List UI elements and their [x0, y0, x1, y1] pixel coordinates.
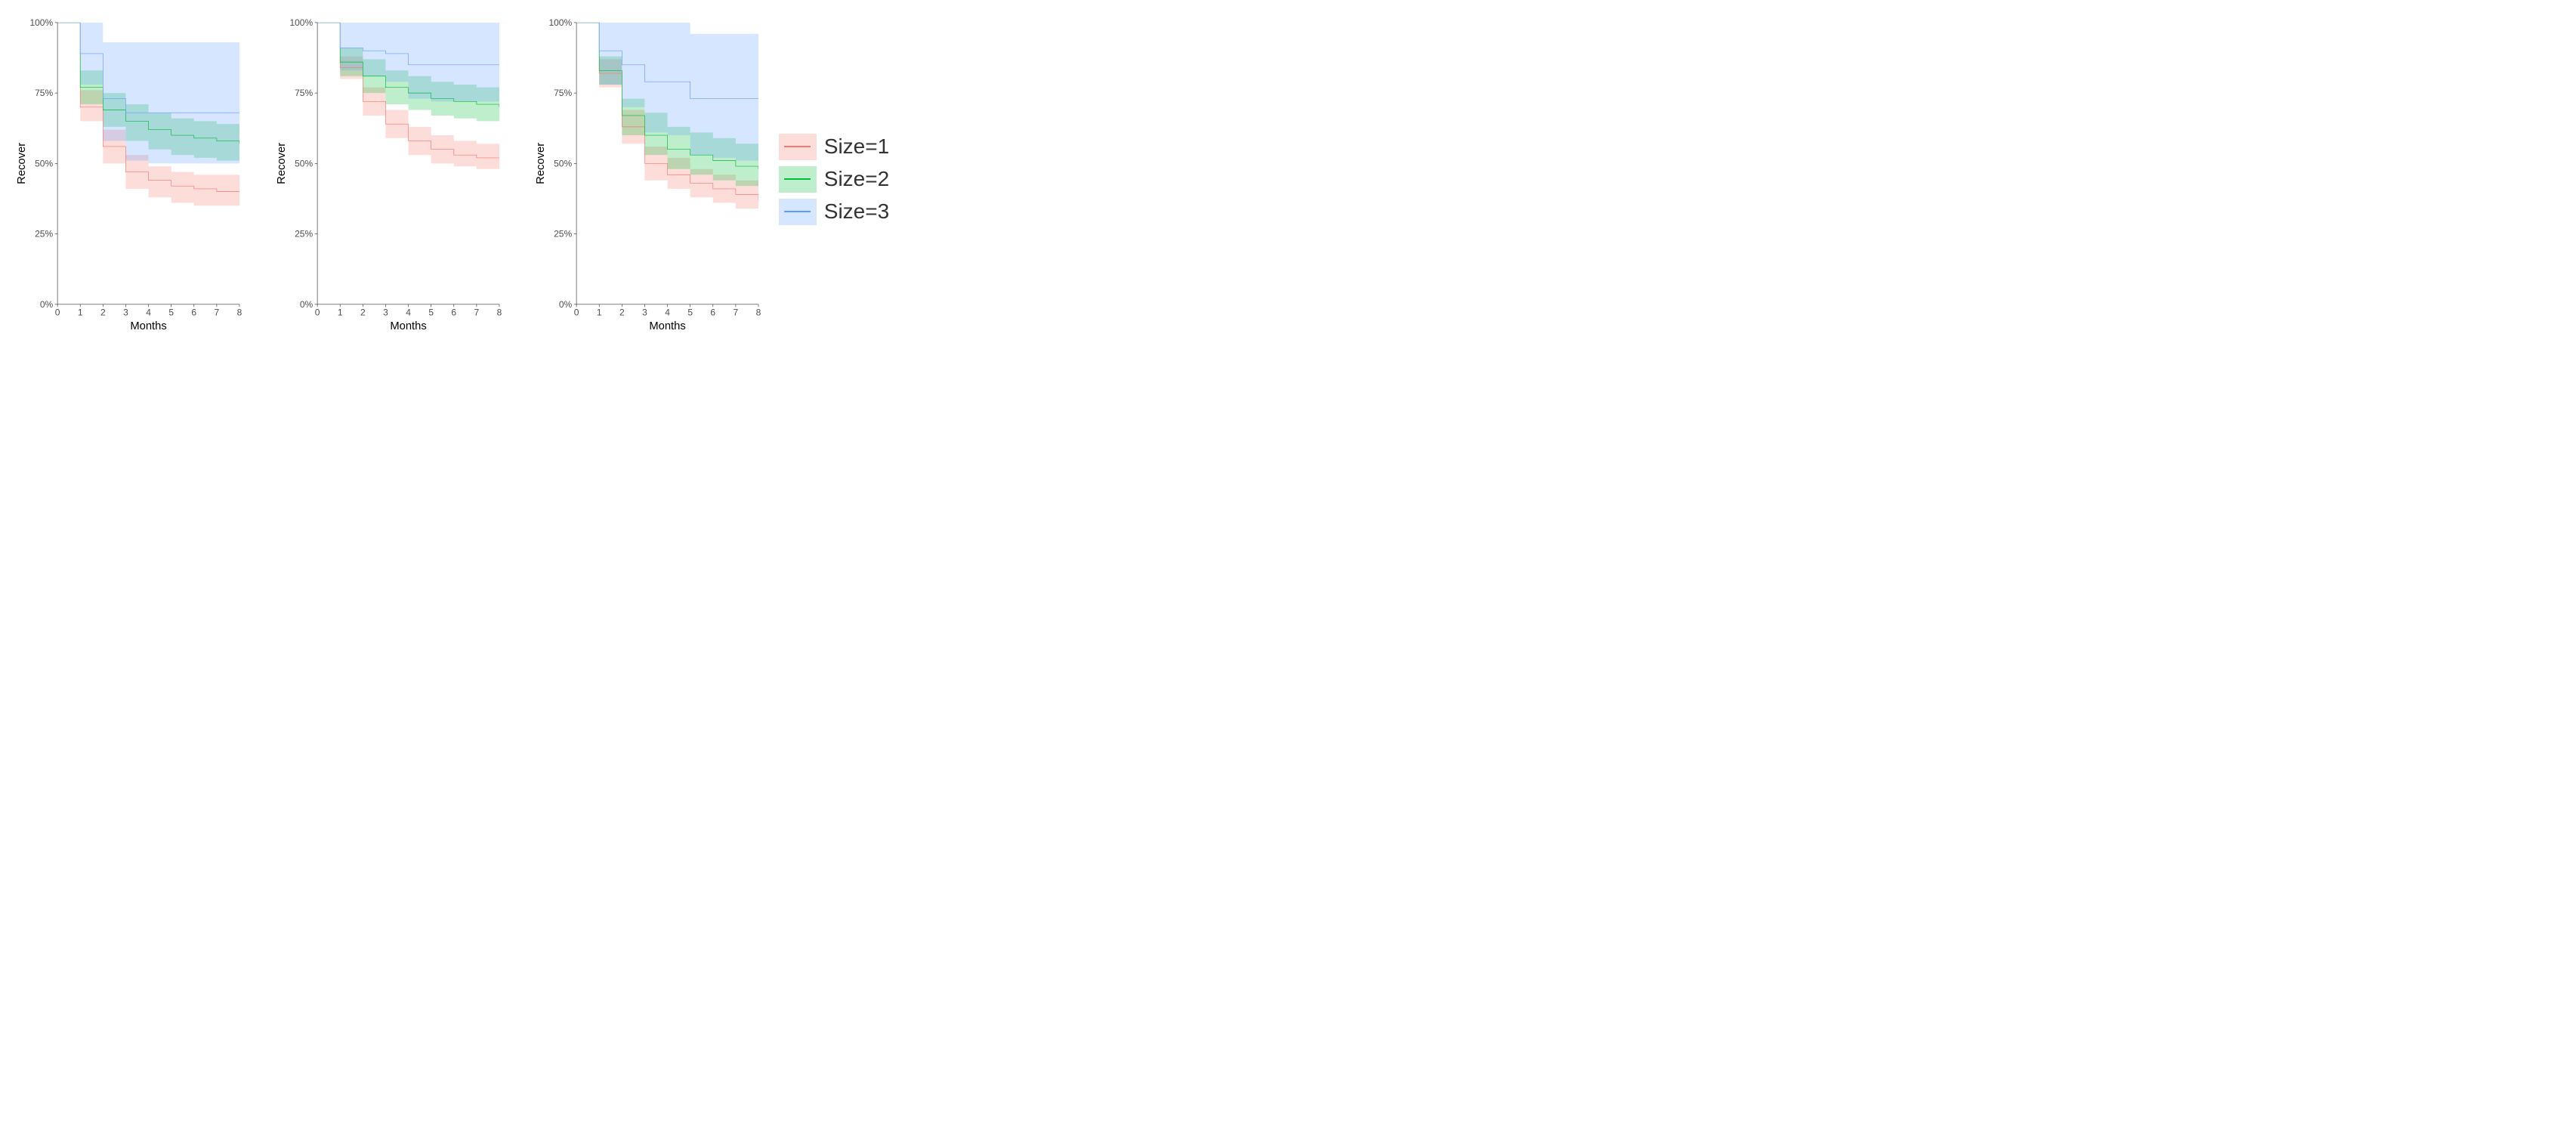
y-tick-label: 0% [299, 299, 313, 310]
x-tick-label: 7 [215, 307, 220, 318]
x-tick-label: 6 [711, 307, 716, 318]
y-tick-label: 50% [554, 158, 572, 168]
x-tick-label: 0 [55, 307, 60, 318]
x-tick-label: 5 [168, 307, 174, 318]
survival-plot: 0 1 2 3 4 5 6 7 8 0% 25% 50% 75% 100% Months Recover [275, 15, 505, 339]
y-axis-label: Recover [535, 143, 547, 184]
y-tick-label: 25% [295, 229, 313, 239]
y-tick-label: 75% [554, 88, 572, 98]
x-tick-label: 7 [734, 307, 739, 318]
x-tick-label: 4 [665, 307, 670, 318]
x-tick-label: 3 [642, 307, 647, 318]
panel-3: 0 1 2 3 4 5 6 7 8 0% 25% 50% 75% 100% Months Recover [534, 15, 764, 343]
x-tick-label: 8 [237, 307, 242, 318]
y-tick-label: 100% [29, 17, 53, 28]
x-tick-label: 7 [474, 307, 479, 318]
x-tick-label: 5 [428, 307, 434, 318]
survival-plot: 0 1 2 3 4 5 6 7 8 0% 25% 50% 75% 100% Months Recover [534, 15, 764, 339]
x-tick-label: 4 [146, 307, 151, 318]
x-tick-label: 2 [360, 307, 366, 318]
legend-item: Size=3 [779, 199, 889, 225]
y-tick-label: 100% [549, 17, 573, 28]
y-tick-label: 25% [554, 229, 572, 239]
y-tick-label: 100% [289, 17, 313, 28]
x-tick-label: 2 [619, 307, 625, 318]
x-tick-label: 1 [337, 307, 342, 318]
x-tick-label: 3 [123, 307, 128, 318]
panel-1: 0 1 2 3 4 5 6 7 8 0% 25% 50% 75% 100% Months Recover [15, 15, 245, 343]
y-tick-label: 50% [35, 158, 53, 168]
x-tick-label: 6 [191, 307, 196, 318]
x-tick-label: 4 [406, 307, 411, 318]
legend: Size=1 Size=2 Size=3 [779, 128, 889, 231]
chart-container: 0123456780%25%50%75%100%MonthsRecover 01… [15, 15, 764, 343]
x-tick-label: 8 [496, 307, 502, 318]
x-tick-label: 2 [100, 307, 106, 318]
legend-item: Size=1 [779, 134, 889, 160]
x-tick-label: 3 [383, 307, 388, 318]
legend-label: Size=1 [824, 134, 889, 159]
x-tick-label: 1 [78, 307, 83, 318]
legend-label: Size=3 [824, 199, 889, 224]
y-tick-label: 0% [40, 299, 54, 310]
x-tick-label: 8 [756, 307, 761, 318]
y-tick-label: 50% [295, 158, 313, 168]
x-tick-label: 5 [688, 307, 693, 318]
x-axis-label: Months [390, 320, 426, 332]
y-tick-label: 75% [35, 88, 53, 98]
legend-item: Size=2 [779, 166, 889, 193]
y-axis-label: Recover [16, 143, 28, 184]
x-axis-label: Months [650, 320, 686, 332]
x-tick-label: 1 [597, 307, 602, 318]
legend-label: Size=2 [824, 167, 889, 191]
legend-swatch [779, 199, 817, 225]
y-tick-label: 25% [35, 229, 53, 239]
x-tick-label: 6 [451, 307, 456, 318]
x-axis-label: Months [130, 320, 166, 332]
y-axis-label: Recover [276, 143, 288, 184]
y-tick-label: 75% [295, 88, 313, 98]
survival-plot: 0 1 2 3 4 5 6 7 8 0% 25% 50% 75% 100% Months Recover [15, 15, 245, 339]
x-tick-label: 0 [574, 307, 579, 318]
y-tick-label: 0% [559, 299, 573, 310]
panel-2: 0 1 2 3 4 5 6 7 8 0% 25% 50% 75% 100% Months Recover [275, 15, 505, 343]
legend-swatch [779, 134, 817, 160]
legend-swatch [779, 166, 817, 193]
x-tick-label: 0 [314, 307, 320, 318]
